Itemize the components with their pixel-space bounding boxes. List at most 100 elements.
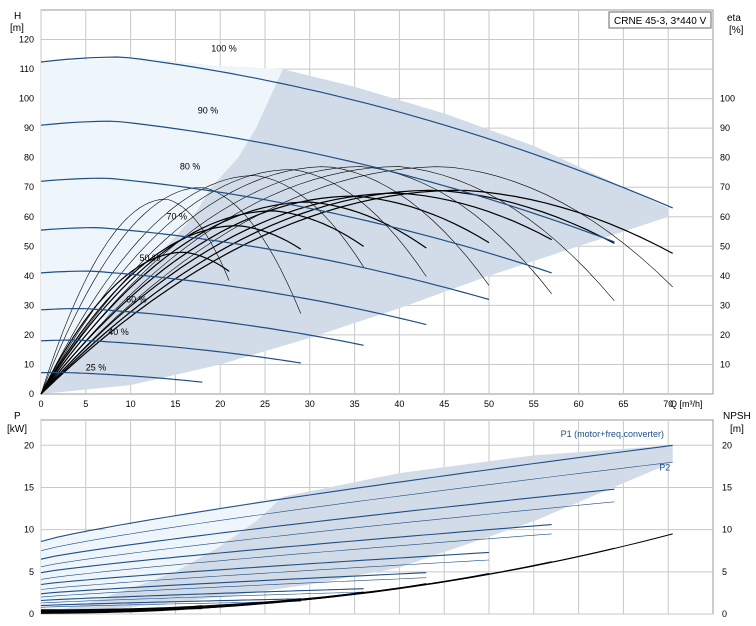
hq-y-tick-label: 70 [24, 182, 34, 192]
npsh-tick-label: 0 [722, 609, 727, 619]
eta-tick-label: 100 [720, 94, 735, 104]
hq-y-tick-label: 40 [24, 271, 34, 281]
eta-thin-curve [40, 169, 427, 395]
p-tick-label: 20 [24, 440, 34, 450]
p1-curve [40, 551, 490, 586]
hq-curve [40, 371, 203, 383]
eta-tick-label: 80 [720, 153, 730, 163]
hq-x-tick-label: 5 [83, 399, 88, 409]
hq-x-tick-label: 50 [484, 399, 494, 409]
hq-y-tick-label: 80 [24, 153, 34, 163]
hq-x-tick-label: 45 [439, 399, 449, 409]
p1-curve [40, 588, 364, 602]
speed-label: 60 % [126, 294, 147, 304]
eta-tick-label: 50 [720, 241, 730, 251]
power-tick-labels: 0 5 10 15 20 0 5 10 15 20 [24, 440, 732, 619]
power-curves: P1 (motor+freq.converter) P2 [40, 429, 673, 614]
hq-x-tick-label: 0 [38, 399, 43, 409]
eta-tick-label: 40 [720, 271, 730, 281]
hq-curve [40, 226, 490, 301]
x-axis-label: Q [m³/h] [670, 399, 703, 409]
p2-curve [40, 591, 364, 604]
hq-x-tick-label: 30 [305, 399, 315, 409]
hq-x-tick-label: 60 [574, 399, 584, 409]
hq-curves: 100 % 90 % 80 % 70 % 50 % 60 % 40 % 25 % [40, 43, 673, 395]
hq-tick-labels: 0 5 10 15 20 25 30 35 40 45 50 55 60 65 70 0 10 20 30 40 50 6… [19, 35, 735, 409]
eta-tick-label: 70 [720, 182, 730, 192]
hq-x-tick-label: 55 [529, 399, 539, 409]
p1-curve [40, 598, 301, 607]
p-axis-unit-left: [kW] [7, 424, 27, 435]
eta-curve [40, 192, 552, 395]
hq-y-tick-label: 30 [24, 300, 34, 310]
eta-curve [40, 225, 302, 395]
title-box [608, 11, 712, 29]
eta-thin-curve [40, 187, 302, 395]
eta-thin-curve [40, 166, 615, 395]
eta-curve [40, 251, 230, 395]
p-tick-label: 15 [24, 482, 34, 492]
hq-y-tick-label: 10 [24, 359, 34, 369]
power-area-fill [41, 445, 673, 614]
speed-label: 90 % [198, 105, 219, 115]
hq-x-tick-label: 65 [618, 399, 628, 409]
p2-curve [40, 461, 673, 551]
npsh-tick-label: 10 [722, 525, 732, 535]
npsh-tick-label: 5 [722, 567, 727, 577]
hq-y-tick-label: 110 [20, 64, 34, 74]
p-tick-label: 5 [29, 567, 34, 577]
npsh-tick-label: 20 [722, 440, 732, 450]
y-axis-label-left: H [14, 11, 21, 22]
hq-y-tick-label: 120 [19, 35, 34, 45]
p-tick-label: 10 [24, 525, 34, 535]
y-axis-label-right: eta [727, 13, 741, 24]
p1-curve [40, 572, 427, 595]
eta-tick-label: 90 [720, 123, 730, 133]
hq-x-tick-label: 20 [215, 399, 225, 409]
npsh-tick-label: 15 [722, 482, 732, 492]
speed-label: 100 % [211, 43, 237, 53]
eta-tick-label: 30 [720, 300, 730, 310]
speed-label: 80 % [180, 162, 201, 172]
p-axis-label-left: P [14, 411, 21, 422]
p2-curve [40, 577, 427, 598]
hq-x-tick-label: 15 [170, 399, 180, 409]
p1-curve [40, 488, 615, 560]
p-tick-label: 0 [29, 609, 34, 619]
eta-thin-curve [40, 166, 552, 395]
hq-curve [40, 308, 364, 346]
p1-curve [40, 444, 673, 543]
speed-label: 70 % [166, 212, 187, 222]
hq-y-tick-label: 50 [24, 241, 34, 251]
hq-curve [40, 270, 427, 326]
y-axis-unit-left: [m] [10, 23, 24, 34]
eta-curve [40, 210, 364, 395]
power-full-area-fill [41, 496, 283, 614]
hq-curve [40, 120, 615, 243]
eta-tick-label: 60 [720, 212, 730, 222]
hq-curve [40, 339, 301, 364]
speed-label: 40 % [108, 327, 129, 337]
npsh-axis-unit-right: [m] [730, 424, 744, 435]
npsh-axis-label-right: NPSH [723, 411, 751, 422]
y-axis-unit-right: [%] [729, 25, 744, 36]
npsh-curve [41, 605, 203, 614]
chart-title: CRNE 45-3, 3*440 V [614, 16, 707, 27]
hq-x-tick-label: 35 [350, 399, 360, 409]
power-chart: P1 (motor+freq.converter) P2 0 5 10 15 20 0 5 10… [7, 411, 751, 619]
hq-y-tick-label: 90 [24, 123, 34, 133]
eta-curve [40, 189, 615, 395]
hq-curve [40, 56, 673, 209]
p2-curve [40, 533, 552, 580]
p1-curve [40, 524, 552, 574]
speed-label: 25 % [86, 362, 107, 372]
hq-y-tick-label: 100 [19, 94, 34, 104]
series-label: P1 (motor+freq.converter) [561, 429, 664, 439]
hq-curve [40, 177, 552, 274]
eta-tick-label: 10 [720, 359, 730, 369]
hq-y-tick-label: 0 [29, 389, 34, 399]
series-label: P2 [659, 463, 670, 473]
hq-x-tick-label: 40 [394, 399, 404, 409]
eta-curve [40, 201, 427, 395]
